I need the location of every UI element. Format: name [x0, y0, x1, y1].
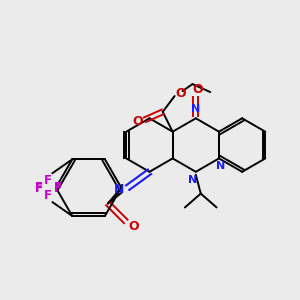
Text: O: O: [193, 83, 203, 96]
Text: F: F: [44, 174, 52, 187]
Text: O: O: [133, 115, 143, 128]
Text: O: O: [128, 220, 139, 233]
Text: F: F: [44, 188, 52, 202]
Text: F: F: [54, 182, 62, 195]
Text: O: O: [175, 86, 186, 100]
Text: F: F: [54, 181, 62, 194]
Text: N: N: [191, 104, 200, 114]
Text: N: N: [188, 175, 197, 185]
Text: N: N: [114, 183, 124, 196]
Text: F: F: [34, 181, 43, 194]
Text: N: N: [216, 161, 226, 171]
Text: F: F: [34, 182, 43, 195]
